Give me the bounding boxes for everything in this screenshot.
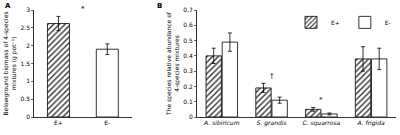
- svg-text:2.5: 2.5: [20, 24, 30, 31]
- svg-text:0.5: 0.5: [20, 95, 30, 102]
- svg-text:B: B: [157, 2, 162, 10]
- svg-text:2: 2: [26, 42, 30, 49]
- svg-text:1: 1: [26, 77, 30, 84]
- svg-text:C. squarrosa: C. squarrosa: [302, 119, 340, 127]
- svg-text:A. sibiricum: A. sibiricum: [203, 119, 240, 126]
- svg-text:The species relative abundance: The species relative abundance of4-speci…: [165, 11, 181, 116]
- svg-text:0.5: 0.5: [183, 37, 193, 44]
- svg-text:0.1: 0.1: [183, 98, 193, 105]
- svg-text:0.4: 0.4: [183, 52, 193, 59]
- svg-text:0.7: 0.7: [183, 6, 193, 13]
- svg-text:0: 0: [189, 113, 193, 120]
- svg-text:E+: E+: [54, 119, 63, 126]
- svg-text:0.3: 0.3: [183, 67, 193, 74]
- svg-text:1.5: 1.5: [20, 60, 30, 67]
- svg-text:E-: E-: [385, 19, 391, 26]
- svg-text:E+: E+: [331, 19, 340, 26]
- svg-text:A: A: [5, 2, 11, 10]
- svg-text:0.6: 0.6: [183, 21, 193, 28]
- svg-text:3: 3: [26, 6, 30, 13]
- svg-text:S. grandis: S. grandis: [257, 119, 287, 127]
- svg-text:Belowground biomass of 4-speci: Belowground biomass of 4-speciesmixtures…: [2, 11, 18, 115]
- svg-text:*: *: [81, 5, 85, 13]
- svg-text:A. frigida: A. frigida: [356, 119, 385, 127]
- svg-text:*: *: [319, 96, 323, 104]
- svg-text:E-: E-: [104, 119, 110, 126]
- svg-text:0.2: 0.2: [183, 83, 193, 90]
- svg-text:†: †: [270, 72, 274, 80]
- svg-text:0: 0: [26, 113, 30, 120]
